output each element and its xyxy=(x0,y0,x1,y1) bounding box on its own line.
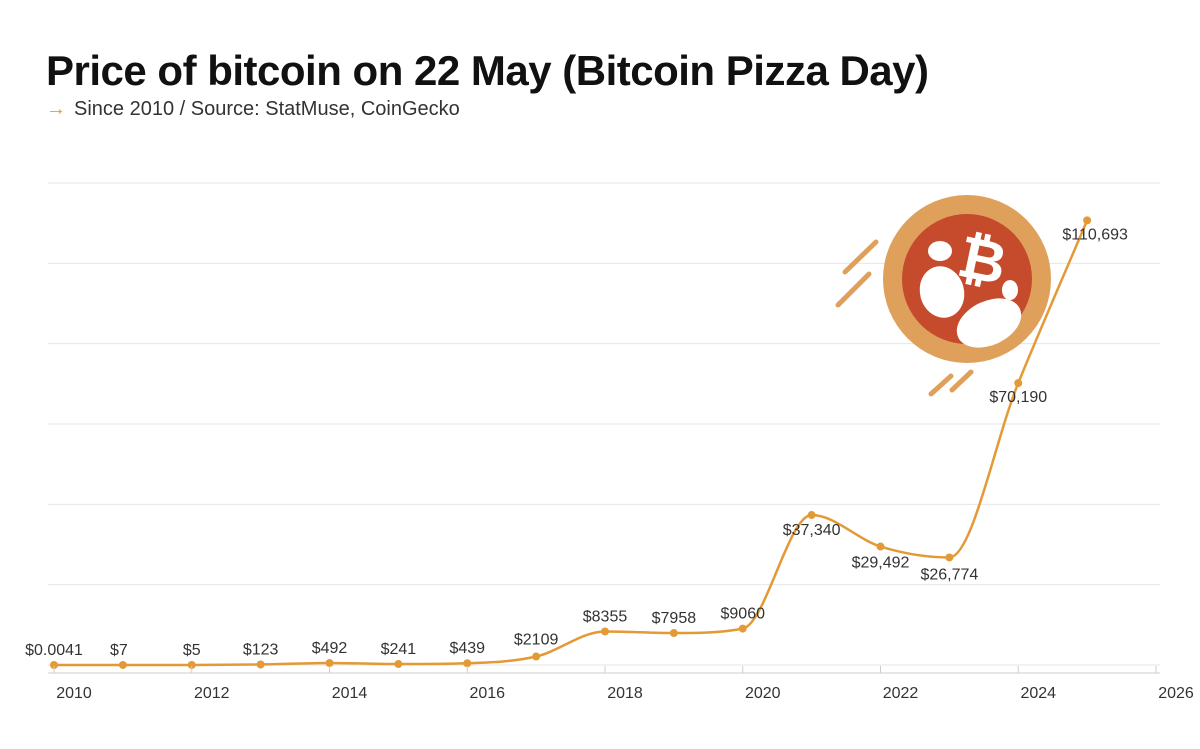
x-tick-label: 2024 xyxy=(1020,685,1056,702)
price-series-line xyxy=(53,219,1089,667)
subtitle-arrow-icon: → xyxy=(46,98,66,120)
data-label: $439 xyxy=(449,640,485,657)
data-label: $241 xyxy=(381,641,417,658)
x-tick-label: 2020 xyxy=(745,685,781,702)
speed-line xyxy=(928,373,954,397)
data-label: $9060 xyxy=(721,606,766,623)
data-label: $8355 xyxy=(583,608,628,625)
data-label: $492 xyxy=(312,640,348,657)
data-label: $2109 xyxy=(514,632,559,649)
x-tick-label: 2026 xyxy=(1158,685,1194,702)
data-point xyxy=(118,660,127,669)
data-point xyxy=(187,660,196,669)
data-point xyxy=(325,659,334,668)
data-label: $29,492 xyxy=(852,555,910,572)
data-label: $7958 xyxy=(652,610,697,627)
data-points xyxy=(50,216,1092,669)
x-axis-ticks: 2010 2012 2014 2016 2018 2020 2022 2024 2026 xyxy=(53,666,1194,702)
subtitle-text: Since 2010 / Source: StatMuse, CoinGecko xyxy=(74,98,460,120)
chart-subtitle: → Since 2010 / Source: StatMuse, CoinGec… xyxy=(46,98,460,121)
data-label: $70,190 xyxy=(989,389,1047,406)
data-point xyxy=(1014,379,1023,388)
speed-line xyxy=(835,271,872,308)
pizza-bitcoin-icon: ₿ xyxy=(835,195,1051,397)
cheese-blob xyxy=(956,298,1022,348)
chart-title: Price of bitcoin on 22 May (Bitcoin Pizz… xyxy=(46,47,929,94)
x-tick-label: 2016 xyxy=(469,685,505,702)
data-point xyxy=(532,652,541,661)
speed-line xyxy=(842,239,879,275)
data-label: $110,693 xyxy=(1062,226,1128,243)
data-label: $0.0041 xyxy=(25,642,83,659)
data-point xyxy=(256,660,265,669)
data-point xyxy=(394,660,403,669)
x-tick-label: 2022 xyxy=(883,685,919,702)
cheese-blob xyxy=(1002,280,1018,300)
x-tick-label: 2014 xyxy=(332,685,368,702)
x-tick-label: 2018 xyxy=(607,685,643,702)
cheese-blob xyxy=(919,266,965,318)
data-label: $5 xyxy=(183,642,201,659)
x-tick-label: 2010 xyxy=(56,685,92,702)
speed-line xyxy=(949,369,974,393)
data-point xyxy=(601,627,609,636)
data-point xyxy=(669,629,678,638)
data-label: $7 xyxy=(110,642,128,659)
data-label: $26,774 xyxy=(920,566,978,583)
data-labels: $0.0041 $7 $5 $123 $492 $241 $439 $2109 $8355 $79… xyxy=(25,226,1128,659)
data-point xyxy=(463,659,472,668)
x-tick-label: 2012 xyxy=(194,685,230,702)
data-label: $37,340 xyxy=(783,522,841,539)
data-point xyxy=(876,542,885,551)
data-point xyxy=(50,661,58,669)
data-label: $123 xyxy=(243,642,279,659)
series-line xyxy=(53,219,1089,667)
data-point xyxy=(1083,216,1092,225)
data-point xyxy=(945,553,954,562)
data-point xyxy=(738,624,747,633)
data-point xyxy=(807,511,816,520)
cheese-blob xyxy=(928,241,952,261)
